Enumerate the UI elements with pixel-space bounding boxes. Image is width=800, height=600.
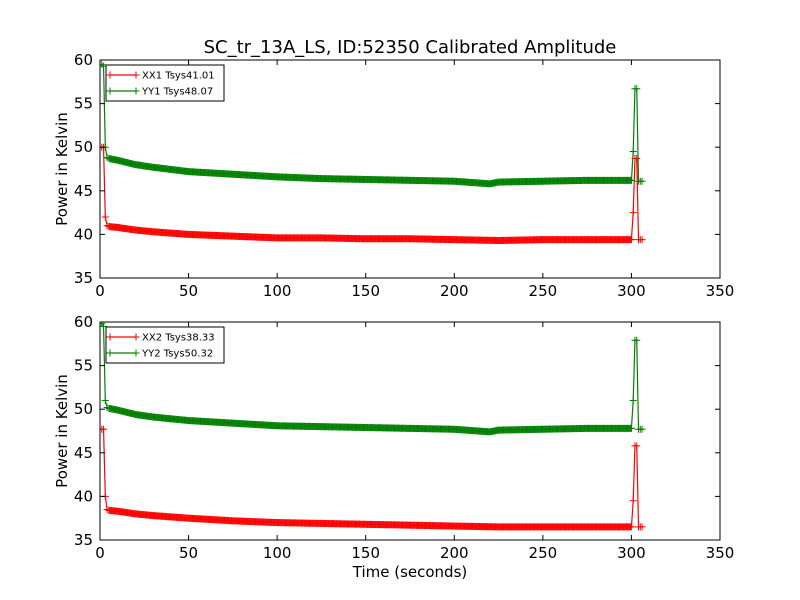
legend-box [105,64,225,102]
data-point-marker [629,209,637,217]
x-tick-label: 100 [263,544,292,562]
chart-title: SC_tr_13A_LS, ID:52350 Calibrated Amplit… [204,37,617,58]
data-point-marker [633,85,641,93]
data-point-marker [627,523,635,531]
data-point-marker [638,425,646,433]
y-tick-label: 55 [74,357,93,375]
y-tick-label: 35 [74,531,93,549]
legend-swatch-marker [132,349,140,357]
legend-label: XX1 Tsys41.01 [142,71,215,82]
y-tick-label: 50 [74,138,93,156]
data-point-marker [638,523,646,531]
y-tick-label: 50 [74,400,93,418]
data-point-marker [100,322,108,330]
bottom-panel: 0 50 100 150 200 250 300 350 35 40 45 50 55 60 Power i… [53,313,734,581]
x-tick-label: 50 [179,282,198,300]
legend: XX2 Tsys38.33 YY2 Tsys50.32 [105,326,225,364]
legend-swatch-marker [106,87,114,95]
y-axis-label: Power in Kelvin [53,112,71,226]
x-tick-label: 300 [617,282,646,300]
y-tick-label: 60 [74,313,93,331]
x-tick-label: 300 [617,544,646,562]
data-point-marker [629,148,637,156]
x-tick-label: 100 [263,282,292,300]
data-point-marker [627,236,635,244]
legend-swatch-marker [132,87,140,95]
y-tick-label: 60 [74,51,93,69]
data-point-marker [633,442,641,450]
y-tick-label: 55 [74,95,93,113]
legend: XX1 Tsys41.01 YY1 Tsys48.07 [105,64,225,102]
x-tick-label: 200 [440,282,469,300]
data-point-marker [629,497,637,505]
y-tick-label: 40 [74,225,93,243]
data-point-marker [633,336,641,344]
x-tick-label: 200 [440,544,469,562]
x-tick-label: 150 [351,544,380,562]
legend-swatch-marker [106,333,114,341]
x-tick-label: 150 [351,282,380,300]
plot-area [100,322,646,531]
data-point-marker [629,396,637,404]
data-point-marker [101,396,109,404]
data-point-marker [638,177,646,185]
x-tick-label: 0 [95,544,105,562]
x-tick-label: 50 [179,544,198,562]
y-tick-label: 45 [74,444,93,462]
axes-frame [99,321,721,541]
x-axis-label: Time (seconds) [352,563,468,581]
legend-swatch-marker [132,333,140,341]
legend-box [105,326,225,364]
x-tick-label: 350 [706,544,735,562]
y-axis-label: Power in Kelvin [53,374,71,488]
data-point-marker [633,155,641,163]
legend-swatch-marker [106,71,114,79]
legend-label: YY1 Tsys48.07 [141,87,213,98]
y-tick-label: 40 [74,487,93,505]
top-panel: 0 50 100 150 200 250 300 350 35 40 45 50 55 60 Power i… [53,51,734,300]
data-point-marker [100,60,106,68]
legend-swatch-marker [106,349,114,357]
data-point-marker [638,236,646,244]
data-point-marker [101,213,109,221]
data-point-marker [627,424,635,432]
legend-label: XX2 Tsys38.33 [142,333,215,344]
x-tick-label: 350 [706,282,735,300]
y-tick-label: 35 [74,269,93,287]
y-tick-label: 45 [74,182,93,200]
legend-label: YY2 Tsys50.32 [141,349,213,360]
legend-swatch-marker [132,71,140,79]
data-point-marker [627,176,635,184]
x-tick-label: 250 [529,282,558,300]
x-tick-label: 250 [529,544,558,562]
plot-area [100,60,646,245]
axes-frame [99,59,721,279]
x-tick-label: 0 [95,282,105,300]
data-point-marker [100,425,108,433]
